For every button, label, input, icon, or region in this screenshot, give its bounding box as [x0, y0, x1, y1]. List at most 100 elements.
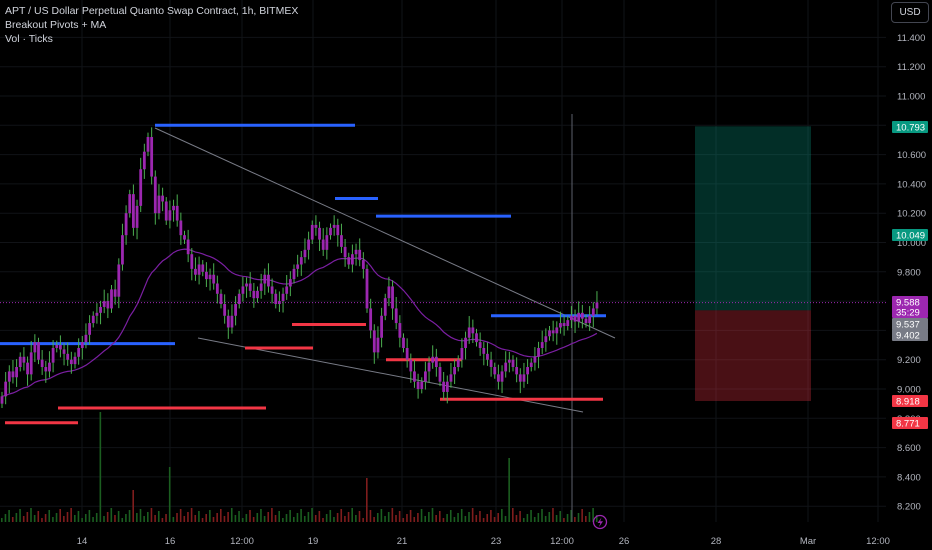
volume-bar: [190, 508, 193, 522]
volume-bar: [172, 517, 175, 522]
candle-body: [132, 194, 135, 228]
candle-body: [219, 293, 223, 305]
volume-bar: [260, 509, 262, 522]
volume-bar: [376, 513, 379, 522]
volume-bar: [161, 518, 164, 522]
indicator-volume[interactable]: Vol · Ticks: [5, 33, 53, 45]
trendlines[interactable]: [154, 127, 616, 413]
price-tick-label: 8.400: [897, 472, 921, 483]
volume-bar: [245, 514, 248, 522]
flash-icon[interactable]: [592, 514, 608, 530]
candle-body: [402, 337, 405, 348]
volume-bar: [176, 513, 178, 522]
volume-bars: [1, 114, 598, 522]
volume-bar: [8, 510, 10, 522]
volume-bar: [165, 514, 167, 522]
volume-bar: [198, 511, 200, 522]
volume-bar: [282, 518, 284, 522]
candle-body: [208, 274, 212, 280]
volume-bar: [143, 516, 145, 522]
price-tag-label: 35:29: [896, 308, 920, 319]
volume-bar: [103, 516, 105, 522]
candle-body: [113, 289, 117, 297]
candle-body: [51, 347, 55, 363]
volume-bar: [300, 509, 302, 522]
candle-body: [263, 274, 267, 284]
volume-bar: [402, 518, 405, 522]
candle-body: [259, 283, 263, 291]
time-tick-label: 14: [77, 536, 88, 547]
time-axis[interactable]: 14 16 12:00 19 21 23 12:00 26 28 Mar 12:00: [77, 536, 890, 547]
candle-body: [507, 359, 511, 363]
volume-bar: [559, 511, 562, 522]
candle-body: [577, 312, 581, 322]
volume-bar: [475, 515, 478, 522]
volume-bar: [41, 518, 43, 522]
candle-body: [161, 195, 164, 202]
indicator-breakout-pivots[interactable]: Breakout Pivots + MA: [5, 19, 107, 31]
candle-body: [110, 289, 113, 309]
price-tick-label: 10.600: [897, 150, 926, 161]
candle-body: [383, 298, 387, 316]
price-tag: [892, 395, 928, 407]
volume-bar: [256, 513, 259, 522]
candle-body: [40, 359, 44, 368]
candle-body: [296, 264, 300, 269]
chart-legend: APT / US Dollar Perpetual Quanto Swap Co…: [5, 4, 298, 46]
volume-bar: [157, 511, 160, 522]
candle-body: [307, 239, 310, 250]
volume-bar: [278, 511, 280, 522]
price-tag-label: 10.793: [896, 123, 925, 134]
price-tag: [892, 318, 928, 330]
price-tick-label: 9.000: [897, 385, 921, 396]
volume-bar: [468, 512, 470, 522]
volume-bar: [424, 516, 426, 522]
symbol-title[interactable]: APT / US Dollar Perpetual Quanto Swap Co…: [5, 5, 299, 17]
candle-body: [518, 374, 522, 382]
candle-body: [95, 312, 99, 316]
profit-zone: [695, 126, 811, 311]
candle-body: [33, 342, 37, 353]
volume-bar: [30, 508, 32, 522]
candle-body: [299, 257, 303, 265]
price-tick-label: 11.400: [897, 33, 925, 44]
volume-bar: [395, 515, 397, 522]
candle-body: [318, 227, 321, 240]
price-axis[interactable]: 11.40011.20011.00010.80010.60010.40010.2…: [897, 33, 926, 513]
volume-bar: [205, 514, 207, 522]
candle-body: [424, 371, 427, 382]
volume-bar: [566, 514, 569, 522]
volume-bar: [428, 512, 430, 522]
candle-body: [497, 374, 500, 382]
volume-bar: [501, 509, 503, 522]
volume-bar: [351, 508, 353, 522]
volume-bar: [347, 512, 350, 522]
price-tick-label: 10.200: [897, 209, 926, 220]
candle-body: [190, 254, 194, 269]
volume-bar: [183, 516, 186, 522]
price-tick-label: 11.000: [897, 92, 925, 103]
candle-body: [270, 286, 274, 294]
volume-bar: [486, 514, 489, 522]
candle-body: [467, 327, 471, 338]
volume-bar: [493, 517, 496, 522]
candle-body: [588, 315, 592, 324]
candle-body: [153, 176, 157, 214]
long-position-tool[interactable]: [695, 126, 811, 402]
candle-body: [245, 283, 248, 287]
candle-body: [449, 374, 453, 382]
candle-body: [150, 137, 154, 177]
volume-bar: [70, 508, 72, 522]
candle-body: [215, 283, 219, 294]
candle-body: [340, 235, 343, 247]
candle-body: [4, 381, 8, 397]
currency-button[interactable]: USD: [891, 2, 929, 23]
candle-body: [303, 249, 307, 258]
candle-body: [321, 239, 325, 250]
volume-bar: [150, 508, 153, 522]
candle-body: [500, 371, 504, 382]
candle-body: [405, 347, 409, 360]
volume-bar: [340, 509, 343, 522]
volume-bar: [533, 517, 536, 522]
